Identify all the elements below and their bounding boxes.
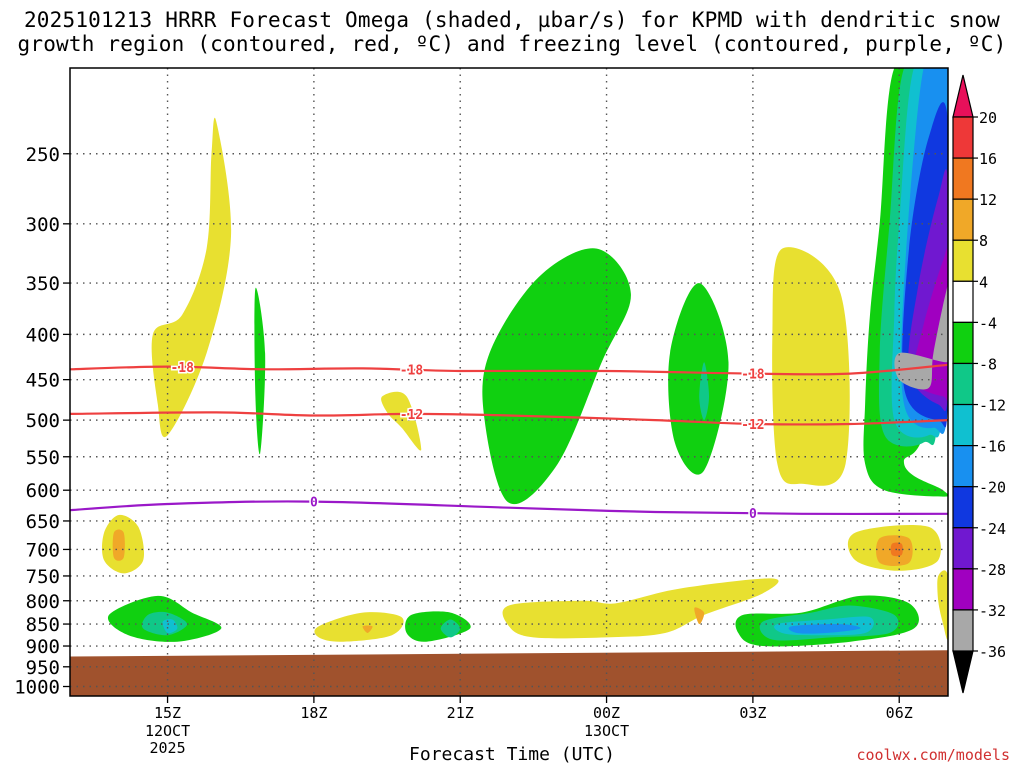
chart-title-line-1: 2025101213 HRRR Forecast Omega (shaded, … [23,8,1001,32]
colorbar-label-8: 8 [979,232,988,250]
x-axis-label: Forecast Time (UTC) [409,744,615,765]
x-tick-sublabel-00Z-0: 13OCT [584,722,629,740]
contour-label-dgz-minus12-1: -12 [741,418,764,433]
colorbar-bottom-arrow [952,650,974,694]
colorbar-segment-4 [952,280,974,323]
colorbar-label--32: -32 [979,602,1006,620]
y-tick-label-300: 300 [26,214,60,236]
contour-freezing-level [70,500,948,516]
contour-label-freezing-level-1: 0 [749,507,757,522]
plot-frame [69,67,949,697]
colorbar-label--16: -16 [979,438,1006,456]
colorbar-segment-12 [952,609,974,652]
colorbar-label--20: -20 [979,479,1006,497]
x-tick-label-18Z: 18Z [300,704,327,722]
colorbar-segment-7 [952,403,974,447]
y-tick-label-950: 950 [26,657,60,679]
contour-label-freezing-level-0: 0 [310,496,318,511]
x-tick-label-00Z: 00Z [593,704,620,722]
colorbar-segment-10 [952,527,974,570]
y-tick-label-350: 350 [26,273,60,295]
colorbar-label--8: -8 [979,355,997,373]
colorbar-label--24: -24 [979,520,1006,538]
x-tick-label-15Z: 15Z [154,704,181,722]
omega-region-21-level--8 [440,619,461,638]
contour-label-dgz-minus12-0: -12 [400,408,423,423]
y-tick-label-700: 700 [26,539,60,561]
omega-region-5-level-4 [772,247,850,486]
colorbar-label--28: -28 [979,561,1006,579]
colorbar-segment-2 [952,198,974,241]
y-tick-label-750: 750 [26,566,60,588]
omega-region-11-level-8 [362,625,373,633]
omega-region-0-level-4 [151,117,232,438]
omega-region-8-level-8 [112,529,125,561]
omega-region-17-level--4 [405,611,471,642]
colorbar-segment-11 [952,568,974,611]
colorbar-segment-6 [952,362,974,406]
contour-label-dgz-minus18-2: -18 [741,368,765,383]
colorbar-segment-0 [952,116,974,159]
y-tick-label-900: 900 [26,636,60,658]
colorbar-label-16: 16 [979,150,997,168]
colorbar-segment-1 [952,157,974,200]
omega-region-13-level--4 [254,287,266,455]
colorbar-segment-3 [952,239,974,282]
y-tick-label-400: 400 [26,324,60,346]
y-tick-label-600: 600 [26,480,60,502]
contour-dgz-minus18 [70,363,948,376]
colorbar-label-4: 4 [979,273,988,291]
colorbar-label--36: -36 [979,643,1006,661]
y-tick-label-550: 550 [26,447,60,469]
y-tick-label-650: 650 [26,511,60,533]
source-credit: coolwx.com/models [856,746,1010,764]
colorbar-label-12: 12 [979,191,997,209]
chart-title-line-2: growth region (contoured, red, ºC) and f… [17,32,1007,56]
x-tick-sublabel-15Z-1: 2025 [149,739,185,757]
y-tick-label-250: 250 [26,144,60,166]
y-tick-label-500: 500 [26,410,60,432]
colorbar-label--4: -4 [979,314,997,332]
y-tick-label-450: 450 [26,370,60,392]
contour-label-dgz-minus18-0: -18 [170,361,194,376]
contour-dgz-minus12 [70,411,948,426]
colorbar-segment-5 [952,321,974,365]
omega-region-33-level--32 [894,286,948,390]
colorbar-top-arrow [952,74,974,118]
colorbar-segment-8 [952,445,974,488]
omega-region-3-level-4 [314,612,404,642]
colorbar-label-20: 20 [979,109,997,127]
x-tick-label-21Z: 21Z [447,704,474,722]
x-tick-label-03Z: 03Z [739,704,766,722]
y-tick-label-1000: 1000 [14,677,60,699]
omega-region-28-level--16 [788,624,861,634]
omega-region-10-level-8 [694,607,705,625]
omega-region-14-level--4 [482,248,631,505]
omega-region-2-level-4 [381,391,422,451]
omega-region-22-level--8 [699,362,709,421]
omega-region-15-level--4 [668,283,729,475]
y-tick-label-850: 850 [26,614,60,636]
omega-region-7-level-4 [937,570,948,640]
contour-label-dgz-minus18-1: -18 [400,364,424,379]
omega-region-25-level--12 [162,619,178,634]
colorbar-label--12: -12 [979,397,1006,415]
terrain-below-ground [70,650,948,696]
x-tick-label-06Z: 06Z [886,704,913,722]
x-tick-sublabel-15Z-0: 12OCT [145,722,190,740]
y-tick-label-800: 800 [26,591,60,613]
colorbar-segment-9 [952,486,974,529]
